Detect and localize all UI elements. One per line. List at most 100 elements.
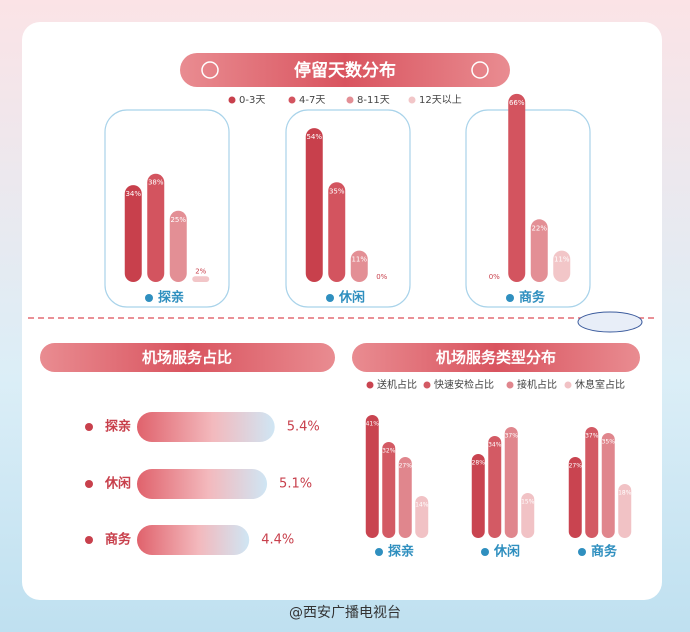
bar — [585, 427, 599, 538]
bar — [365, 415, 379, 538]
value-label: 22% — [531, 224, 547, 232]
bar — [601, 433, 615, 538]
value-label: 34% — [488, 442, 502, 449]
bar — [504, 427, 518, 538]
bar — [350, 250, 368, 282]
bar — [508, 93, 526, 283]
category-label: 商务 — [519, 290, 546, 306]
group-panel — [465, 109, 591, 308]
title-pill — [40, 343, 335, 372]
legend-swatch — [408, 96, 416, 104]
category-label: 休闲 — [104, 476, 131, 492]
group-panel — [104, 109, 230, 308]
title-pill — [180, 53, 510, 87]
category-label: 探亲 — [158, 290, 184, 306]
bar — [398, 457, 412, 538]
bar — [382, 442, 396, 538]
value-label: 18% — [618, 490, 632, 497]
value-label: 32% — [382, 448, 396, 455]
legend-swatch — [228, 96, 236, 104]
bar — [568, 457, 582, 538]
category-icon — [85, 536, 93, 544]
legend-label: 0-3天 — [239, 95, 265, 106]
value-label: 11% — [351, 256, 367, 264]
bar — [328, 182, 346, 282]
value-label: 37% — [505, 433, 519, 440]
category-label: 探亲 — [105, 419, 131, 435]
clock-icon — [471, 61, 489, 79]
legend-label: 快速安检占比 — [434, 378, 494, 391]
value-label: 27% — [399, 463, 413, 470]
bar — [137, 525, 250, 555]
category-label: 商务 — [591, 544, 618, 560]
category-icon — [578, 548, 586, 556]
clock-icon — [201, 61, 219, 79]
chart-title: 机场服务占比 — [142, 349, 232, 367]
value-label: 34% — [125, 190, 141, 198]
legend-label: 休息室占比 — [575, 378, 625, 391]
footer: @西安广播电视台 — [289, 605, 401, 621]
bar — [192, 276, 210, 282]
category-label: 休闲 — [338, 290, 365, 306]
bar — [415, 496, 429, 538]
category-label: 商务 — [105, 532, 132, 548]
value-label: 38% — [148, 179, 164, 187]
legend-swatch — [423, 381, 431, 389]
legend-label: 12天以上 — [419, 94, 462, 106]
legend-label: 4-7天 — [299, 95, 325, 106]
category-icon — [85, 423, 93, 431]
value-label: 41% — [366, 421, 380, 428]
legend-swatch — [288, 96, 296, 104]
legend-label: 8-11天 — [357, 95, 390, 106]
value-label: 25% — [170, 216, 186, 224]
bar — [530, 219, 548, 282]
category-icon — [326, 294, 334, 302]
value-label: 66% — [509, 99, 525, 107]
legend-label: 接机占比 — [517, 378, 557, 391]
value-label: 11% — [554, 256, 570, 264]
value-label: 35% — [602, 439, 616, 446]
value-label: 0% — [376, 273, 387, 281]
chart-title: 停留天数分布 — [294, 60, 396, 81]
category-label: 探亲 — [388, 544, 414, 560]
category-icon — [506, 294, 514, 302]
bar — [618, 484, 632, 538]
value-label: 35% — [329, 187, 345, 195]
legend-swatch — [564, 381, 572, 389]
value-label: 15% — [521, 499, 535, 506]
value-label: 54% — [306, 133, 322, 141]
bar — [488, 436, 502, 538]
bar — [169, 210, 187, 282]
bar — [137, 469, 268, 499]
value-label: 4.4% — [261, 533, 294, 548]
value-label: 5.1% — [279, 477, 312, 492]
legend-swatch — [366, 381, 374, 389]
legend-swatch — [506, 381, 514, 389]
legend-label: 送机占比 — [377, 378, 417, 391]
category-icon — [145, 294, 153, 302]
bar — [521, 493, 535, 538]
category-icon — [481, 548, 489, 556]
value-label: 2% — [195, 267, 206, 275]
legend-swatch — [346, 96, 354, 104]
title-pill — [352, 343, 640, 372]
category-label: 休闲 — [493, 544, 520, 560]
value-label: 5.4% — [287, 420, 320, 435]
bar — [137, 412, 275, 442]
value-label: 27% — [569, 463, 583, 470]
card — [22, 22, 662, 600]
bar — [147, 173, 165, 282]
bar — [124, 185, 142, 282]
chart-title: 机场服务类型分布 — [436, 349, 556, 367]
category-icon — [375, 548, 383, 556]
value-label: 37% — [585, 433, 599, 440]
category-icon — [85, 480, 93, 488]
value-label: 0% — [489, 273, 500, 281]
plane-icon — [577, 311, 643, 333]
bar — [471, 454, 485, 538]
value-label: 14% — [415, 502, 429, 509]
bar — [305, 128, 323, 282]
bar — [553, 250, 571, 282]
value-label: 28% — [472, 460, 486, 467]
